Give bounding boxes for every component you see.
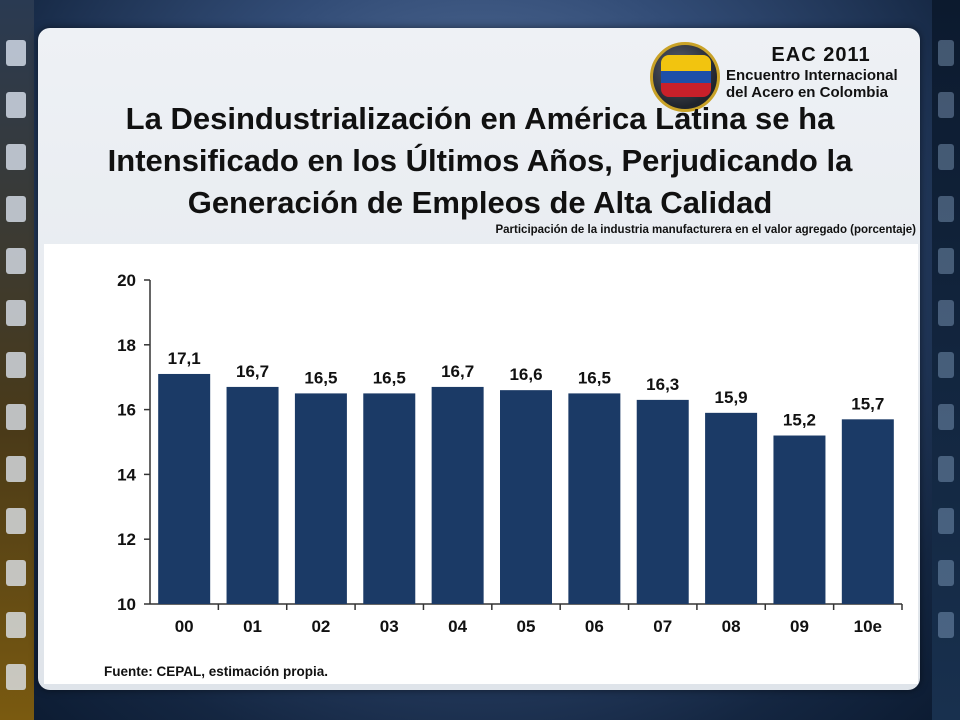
data-label: 16,5 [373,368,406,387]
bar [294,393,347,604]
x-tick-label: 00 [175,617,194,636]
chart-title: Participación de la industria manufactur… [495,224,916,236]
data-label: 16,5 [578,368,611,387]
x-tick-label: 06 [585,617,604,636]
data-label: 15,9 [715,388,748,407]
event-logo: EAC 2011 Encuentro Internacional del Ace… [650,40,914,114]
y-tick-label: 14 [117,465,136,484]
slide-title: La Desindustrialización en América Latin… [107,101,853,220]
bar [431,386,484,604]
bar [636,399,689,604]
film-strip-right [932,0,960,720]
x-tick-label: 05 [517,617,536,636]
bar [773,435,826,604]
data-label: 16,6 [509,365,542,384]
logo-line-3: del Acero en Colombia [726,84,888,101]
y-tick-label: 18 [117,336,136,355]
x-tick-label: 02 [311,617,330,636]
logo-line-1: EAC 2011 [771,44,871,66]
x-tick-label: 04 [448,617,467,636]
bar [226,386,279,604]
data-label: 16,3 [646,375,679,394]
data-label: 16,7 [441,362,474,381]
x-tick-label: 03 [380,617,399,636]
data-label: 15,2 [783,411,816,430]
x-tick-label: 07 [653,617,672,636]
y-tick-label: 20 [117,271,136,290]
bar [568,393,621,604]
logo-emblem-icon [650,42,720,112]
bar [841,419,894,604]
bar [158,373,211,604]
bar [363,393,416,604]
x-tick-label: 09 [790,617,809,636]
source-note: Fuente: CEPAL, estimación propia. [104,664,329,679]
logo-text: EAC 2011 Encuentro Internacional del Ace… [726,44,916,101]
y-tick-label: 10 [117,595,136,614]
bar-chart: 10 12 14 16 18 20 17,1 00 16,7 01 16,5 02 16,5 03 16,7… [117,271,903,636]
data-label: 17,1 [168,349,201,368]
chart-area: 10 12 14 16 18 20 17,1 00 16,7 01 16,5 02 16,5 03 16,7… [44,244,918,684]
logo-line-2: Encuentro Internacional [726,67,898,84]
y-tick-label: 16 [117,401,136,420]
data-label: 16,5 [304,368,337,387]
x-tick-label: 08 [722,617,741,636]
data-label: 15,7 [851,394,884,413]
bar [500,390,552,604]
bar [705,412,758,604]
y-tick-label: 12 [117,530,136,549]
film-strip-left [0,0,34,720]
data-label: 16,7 [236,362,269,381]
x-tick-label: 01 [243,617,262,636]
x-tick-label: 10e [854,617,882,636]
